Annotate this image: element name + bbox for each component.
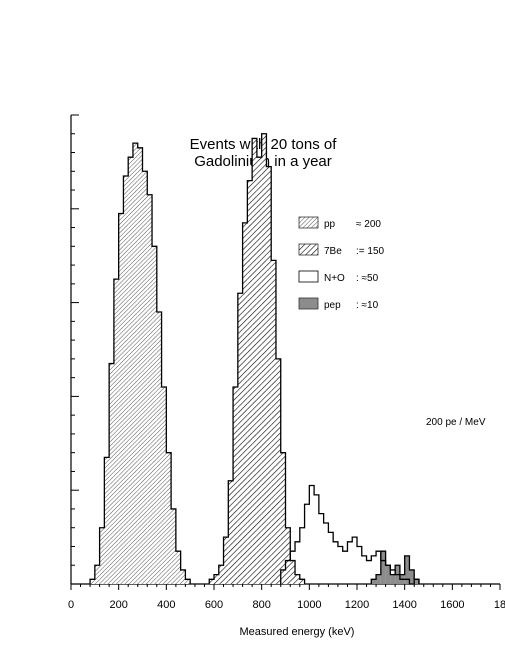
bar-7be bbox=[228, 480, 234, 584]
legend-value: : ≈10 bbox=[356, 300, 379, 311]
legend: pp ≈ 200 7Be := 150 N+O : ≈50 pep : ≈10 bbox=[298, 216, 385, 311]
bar-pp bbox=[113, 279, 119, 584]
histogram-outlines bbox=[89, 133, 420, 585]
x-tick-label: 800 bbox=[252, 599, 270, 611]
bar-no bbox=[314, 495, 319, 584]
legend-label: N+O bbox=[324, 273, 345, 284]
bar-7be bbox=[233, 387, 238, 584]
bar-no bbox=[343, 551, 348, 584]
legend-label: pep bbox=[324, 300, 341, 311]
bar-7be bbox=[237, 293, 243, 584]
bar-7be bbox=[266, 166, 272, 584]
bar-pp bbox=[166, 452, 172, 584]
x-tick-label: 400 bbox=[157, 599, 175, 611]
bar-pep bbox=[371, 579, 377, 584]
y-axis bbox=[70, 114, 79, 585]
bar-no bbox=[333, 542, 338, 584]
bar-pp bbox=[104, 457, 110, 584]
bar-pp bbox=[147, 194, 153, 585]
bar-7be bbox=[247, 180, 253, 584]
bar-7be bbox=[271, 260, 276, 584]
bar-no bbox=[319, 514, 324, 584]
bar-pp bbox=[175, 551, 181, 584]
bar-pep bbox=[385, 565, 391, 584]
bar-pep bbox=[404, 555, 410, 584]
bar-pp bbox=[109, 363, 114, 584]
x-tick-label: 600 bbox=[205, 599, 223, 611]
legend-value: ≈ 200 bbox=[356, 219, 381, 230]
bar-pp bbox=[185, 579, 191, 584]
bar-no bbox=[367, 561, 372, 584]
bar-7be bbox=[285, 527, 291, 584]
bar-pp bbox=[90, 579, 95, 584]
bar-7be bbox=[275, 358, 281, 584]
outline-pep bbox=[370, 550, 420, 584]
bar-pp bbox=[132, 143, 138, 584]
bar-no bbox=[328, 532, 333, 584]
bar-7be bbox=[280, 452, 286, 584]
bar-pp bbox=[171, 508, 176, 584]
bar-no bbox=[338, 546, 343, 584]
bar-no bbox=[362, 556, 367, 584]
bar-pep bbox=[390, 574, 396, 584]
bar-no bbox=[300, 528, 305, 584]
bar-7be bbox=[299, 579, 305, 584]
bar-no bbox=[324, 523, 329, 584]
bar-pp bbox=[161, 387, 167, 584]
bar-7be bbox=[214, 574, 219, 584]
legend-label: pp bbox=[324, 219, 336, 230]
bar-pp bbox=[99, 527, 105, 584]
bar-7be bbox=[290, 560, 296, 584]
resolution-annotation: 200 pe / MeV bbox=[426, 417, 486, 428]
bar-no bbox=[352, 537, 357, 584]
bar-no bbox=[357, 546, 362, 584]
outline-pp bbox=[89, 142, 191, 584]
bar-pp bbox=[152, 246, 157, 584]
bar-pp bbox=[137, 147, 143, 584]
bar-7be bbox=[295, 574, 300, 584]
bar-no bbox=[309, 486, 314, 584]
bar-pp bbox=[123, 175, 129, 584]
x-axis: 0 200 400 600 800 1000 1200 1400 1600 18 bbox=[68, 583, 505, 611]
bar-pep bbox=[409, 569, 415, 584]
legend-swatch bbox=[298, 243, 319, 256]
legend-swatch bbox=[298, 270, 319, 283]
legend-value: := 150 bbox=[356, 246, 385, 257]
x-tick-label: 200 bbox=[109, 599, 127, 611]
bar-pp bbox=[128, 157, 133, 584]
legend-value: : ≈50 bbox=[356, 273, 379, 284]
bar-pp bbox=[94, 565, 100, 584]
bar-pep bbox=[414, 579, 419, 584]
bar-no bbox=[347, 542, 352, 584]
bar-7be bbox=[218, 565, 224, 584]
legend-label: 7Be bbox=[324, 246, 342, 257]
x-tick-label: 1000 bbox=[297, 599, 321, 611]
bar-pp bbox=[180, 569, 186, 584]
histogram-bars bbox=[90, 133, 419, 585]
x-axis-label: Measured energy (keV) bbox=[240, 626, 355, 638]
bar-7be bbox=[209, 579, 214, 584]
bar-7be bbox=[242, 222, 248, 584]
bar-pep bbox=[376, 574, 381, 584]
bar-no bbox=[305, 504, 310, 584]
bar-7be bbox=[252, 138, 257, 584]
bar-pep bbox=[380, 551, 386, 584]
bar-7be bbox=[223, 537, 229, 584]
x-tick-label: 1200 bbox=[345, 599, 369, 611]
outline-7be bbox=[208, 133, 306, 584]
legend-swatch bbox=[298, 216, 319, 229]
x-tick-label: 1600 bbox=[440, 599, 464, 611]
bar-pp bbox=[142, 171, 148, 584]
x-tick-label: 0 bbox=[68, 599, 74, 611]
bar-7be bbox=[261, 133, 267, 584]
legend-swatch bbox=[298, 297, 319, 310]
bar-7be bbox=[256, 157, 262, 584]
x-tick-label: 1400 bbox=[392, 599, 416, 611]
bar-pp bbox=[118, 213, 124, 585]
bar-pp bbox=[156, 311, 162, 584]
x-tick-label: 18 bbox=[494, 599, 505, 611]
